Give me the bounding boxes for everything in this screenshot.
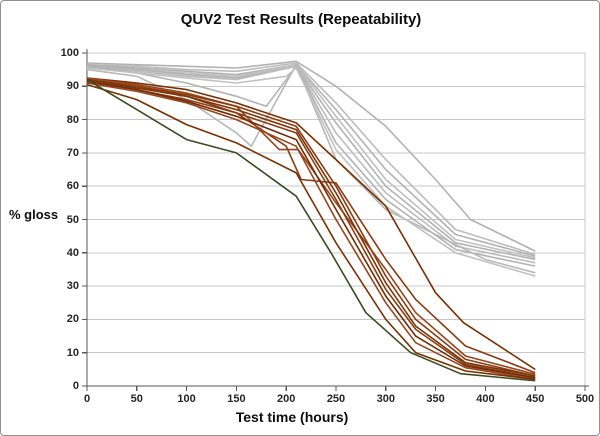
series-brown-7-line <box>86 80 536 379</box>
y-tick-label-60: 60 <box>66 180 79 193</box>
series-brown-5-line <box>86 78 536 377</box>
chart-title: QUV2 Test Results (Repeatability) <box>180 11 422 28</box>
series-brown-2-line <box>86 78 536 374</box>
series-brown-1-line <box>86 77 536 371</box>
y-tick-label-90: 90 <box>66 80 79 93</box>
series-brown-9-line <box>86 83 536 381</box>
y-tick-label-70: 70 <box>66 146 79 159</box>
x-tick-label-450: 450 <box>526 393 545 405</box>
series-brown-6-line <box>86 80 536 379</box>
y-tick-label-10: 10 <box>66 346 79 359</box>
y-tick-label-0: 0 <box>72 380 79 392</box>
series-gray-1-line <box>86 60 536 252</box>
x-tick-label-0: 0 <box>83 393 91 405</box>
x-tick-label-350: 350 <box>426 393 445 405</box>
x-tick-label-150: 150 <box>227 393 246 405</box>
series-green-1-line <box>86 78 536 382</box>
y-tick-label-40: 40 <box>66 246 79 259</box>
series-brown-4-line <box>86 78 536 377</box>
series-brown-8-line <box>86 82 536 381</box>
x-tick-label-250: 250 <box>326 393 346 405</box>
x-tick-label-400: 400 <box>476 393 495 405</box>
x-tick-label-200: 200 <box>277 393 296 405</box>
series-gray-7-line <box>86 65 536 267</box>
series-brown-3-line <box>86 77 536 376</box>
x-tick-label-100: 100 <box>177 393 196 405</box>
y-tick-label-50: 50 <box>66 213 79 226</box>
x-axis-title: Test time (hours) <box>235 409 349 425</box>
series-gray-8-line <box>86 63 536 274</box>
x-tick-label-50: 50 <box>130 393 143 405</box>
x-tick-label-500: 500 <box>575 393 595 405</box>
y-axis-title: % gloss <box>9 207 59 222</box>
x-tick-label-300: 300 <box>376 393 395 405</box>
series-gray-9-line <box>86 67 536 277</box>
y-tick-label-100: 100 <box>60 47 79 59</box>
y-tick-label-20: 20 <box>66 313 79 326</box>
series-gray-2-line <box>86 62 536 256</box>
y-tick-label-30: 30 <box>66 280 79 293</box>
y-tick-label-80: 80 <box>66 113 79 126</box>
